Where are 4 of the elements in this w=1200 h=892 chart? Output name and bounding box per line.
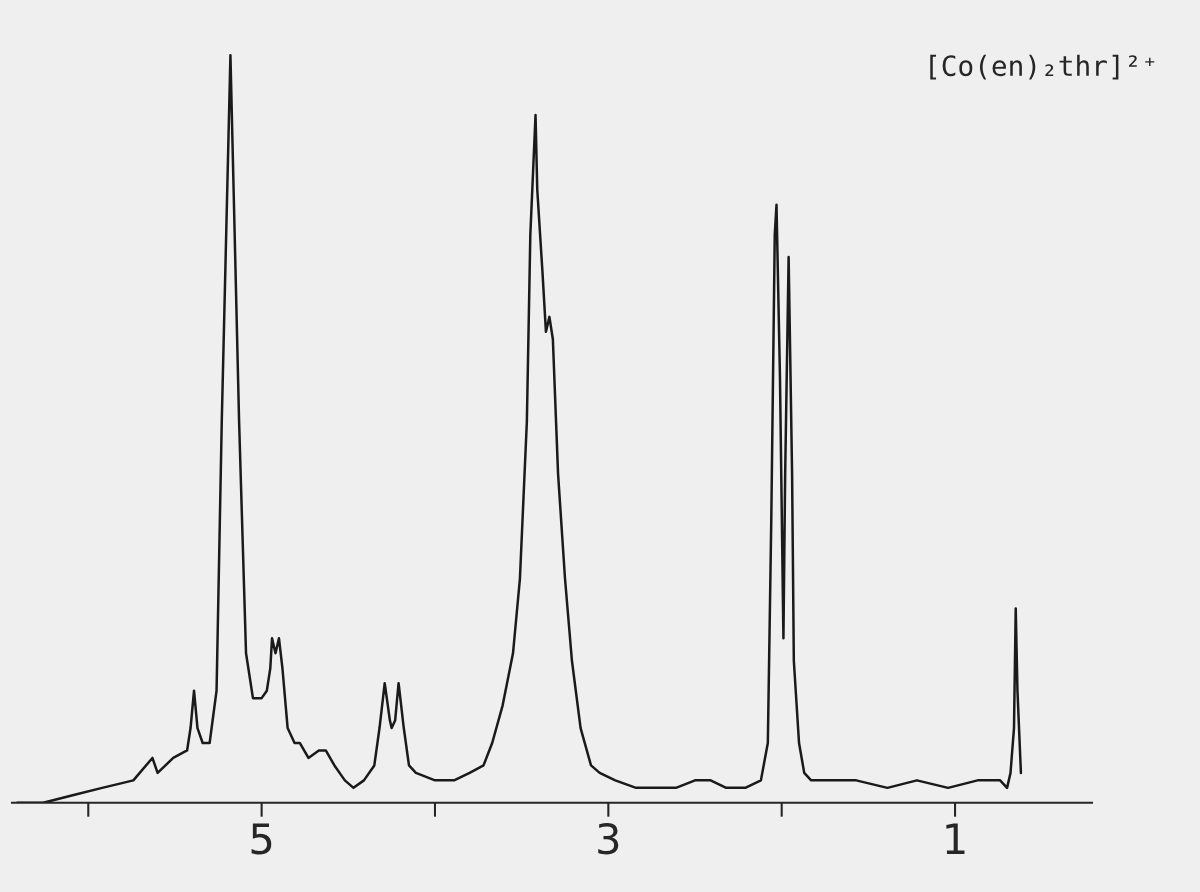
x-tick-label: 3	[598, 822, 619, 855]
annotation: [Co(en)₂thr]²⁺	[930, 54, 1155, 80]
x-tick-label: 5	[251, 823, 272, 855]
x-tick-label: 1	[946, 823, 965, 854]
